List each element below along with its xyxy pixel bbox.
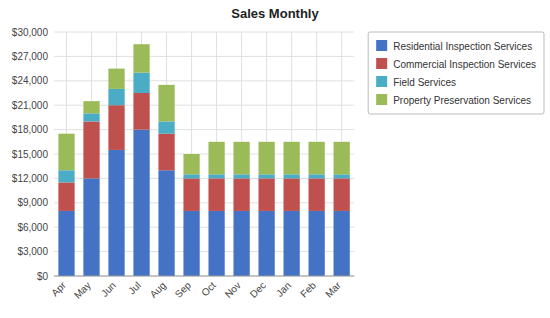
bar-segment [284, 174, 300, 178]
bar-segment [108, 105, 124, 150]
y-tick-label: $0 [37, 271, 49, 282]
bar-segment [309, 211, 325, 276]
bar-segment [133, 93, 149, 130]
bar-segment [158, 121, 174, 133]
legend-swatch [376, 40, 387, 51]
y-grid-line [54, 80, 354, 81]
bar-segment [158, 170, 174, 276]
legend-swatch [376, 58, 387, 69]
x-tick-label: Feb [298, 279, 318, 299]
bar-segment [334, 142, 350, 175]
y-grid-line [54, 32, 354, 33]
bar-segment [233, 142, 249, 175]
x-tick-label: Apr [49, 279, 68, 298]
bar-segment [58, 134, 74, 171]
bar-segment [83, 178, 99, 276]
bar-segment [183, 178, 199, 211]
y-grid-line [54, 56, 354, 57]
bar-segment [258, 211, 274, 276]
bar-segment [334, 174, 350, 178]
x-tick-label: Jan [274, 280, 293, 299]
bar-segment [208, 142, 224, 175]
title: Sales Monthly [231, 6, 319, 21]
x-tick-label: Nov [223, 280, 243, 300]
bar-segment [58, 182, 74, 210]
x-tick-label: Dec [248, 280, 268, 300]
legend-label: Commercial Inspection Services [393, 59, 536, 70]
legend-swatch [376, 76, 387, 87]
bar-segment [233, 178, 249, 211]
bar-segment [108, 69, 124, 89]
y-tick-label: $15,000 [12, 149, 49, 160]
bar-segment [258, 174, 274, 178]
x-axis-line [54, 276, 354, 277]
bar-segment [258, 178, 274, 211]
chart: Sales Monthly Residential Inspection Serv… [0, 0, 550, 318]
bar-segment [183, 154, 199, 174]
y-tick-label: $6,000 [17, 222, 48, 233]
y-tick-label: $12,000 [12, 173, 49, 184]
x-tick-label: Sep [173, 279, 194, 300]
x-tick-label: May [72, 280, 93, 301]
bar-segment [208, 178, 224, 211]
bar-segment [334, 178, 350, 211]
bar-segment [309, 174, 325, 178]
bar-segment [58, 170, 74, 182]
bar-segment [334, 211, 350, 276]
y-tick-label: $18,000 [12, 124, 49, 135]
bar-segment [284, 142, 300, 175]
y-tick-label: $9,000 [17, 197, 48, 208]
x-tick-label: Mar [323, 279, 343, 299]
legend-label: Property Preservation Services [393, 95, 531, 106]
legend: Residential Inspection Services Commercia… [368, 32, 544, 114]
legend-box [368, 32, 544, 114]
bar-segment [133, 130, 149, 276]
bar-segment [83, 113, 99, 121]
y-tick-label: $21,000 [12, 100, 49, 111]
bar-segment [58, 211, 74, 276]
bar-segment [284, 211, 300, 276]
y-tick-label: $27,000 [12, 51, 49, 62]
bar-segment [108, 150, 124, 276]
bar-segment [208, 211, 224, 276]
bar-segment [309, 178, 325, 211]
grid [54, 32, 354, 276]
bar-segment [233, 211, 249, 276]
bar-segment [183, 174, 199, 178]
bar-segment [309, 142, 325, 175]
bar-segment [183, 211, 199, 276]
bar-segment [83, 121, 99, 178]
x-tick-label: Oct [199, 279, 218, 298]
bar-segment [133, 44, 149, 72]
y-tick-label: $24,000 [12, 75, 49, 86]
bar-segment [284, 178, 300, 211]
bar-segment [158, 134, 174, 171]
bar-segment [133, 73, 149, 93]
y-tick-label: $30,000 [12, 27, 49, 38]
legend-swatch [376, 94, 387, 105]
y-grid-line [54, 276, 354, 277]
bar-segment [233, 174, 249, 178]
bar-segment [258, 142, 274, 175]
legend-label: Residential Inspection Services [393, 41, 532, 52]
bar-segment [83, 101, 99, 113]
legend-label: Field Services [393, 77, 456, 88]
x-tick-label: Jul [126, 280, 143, 297]
x-tick-label: Aug [148, 280, 168, 300]
bar-segment [158, 85, 174, 122]
bars [58, 44, 349, 276]
y-tick-label: $3,000 [17, 246, 48, 257]
bar-segment [208, 174, 224, 178]
x-tick-label: Jun [99, 280, 118, 299]
bar-segment [108, 89, 124, 105]
